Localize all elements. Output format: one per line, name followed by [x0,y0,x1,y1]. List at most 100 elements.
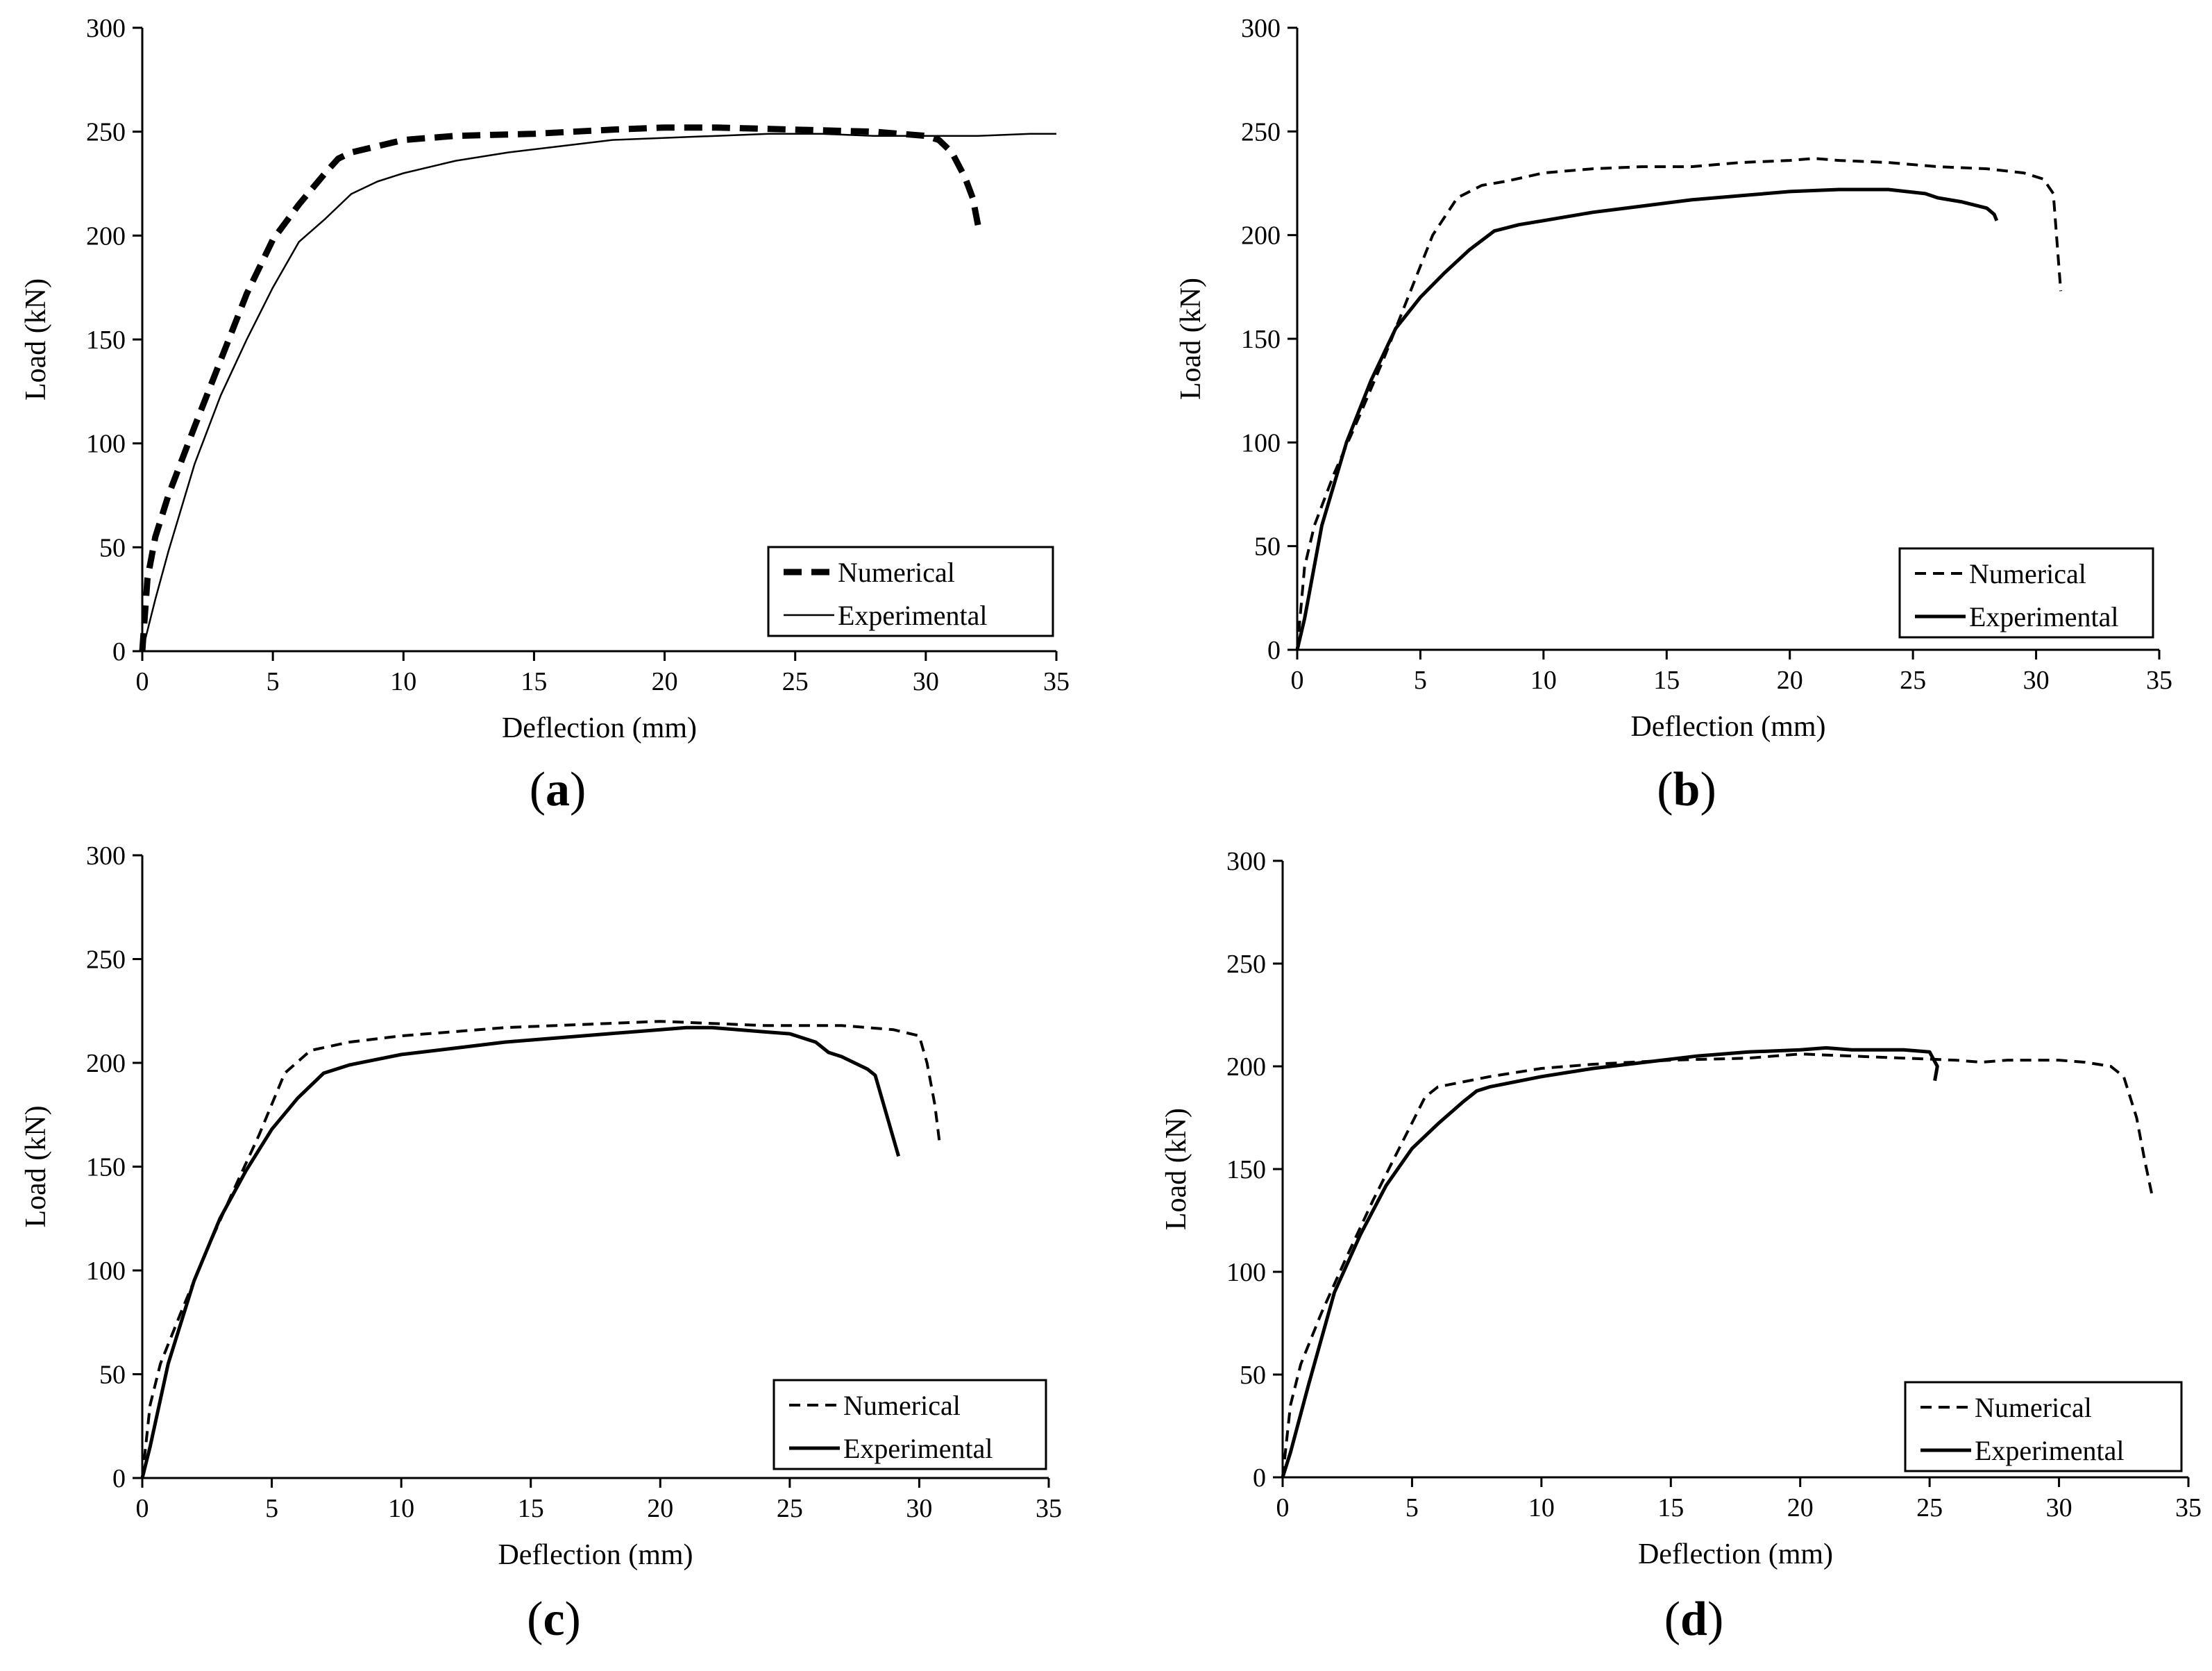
y-tick-label: 150 [1241,325,1281,354]
series-line-experimental [1295,187,1999,650]
x-tick-label: 30 [2046,1493,2072,1522]
series-line-experimental [140,1025,901,1479]
legend: Numerical Experimental [1904,1381,2183,1472]
y-tick-label: 50 [1254,532,1281,562]
y-tick-label: 250 [1241,117,1281,146]
x-tick-label: 10 [1530,666,1557,695]
x-tick-label: 35 [2146,666,2172,695]
x-tick-label: 5 [267,667,280,696]
x-tick-label: 10 [1528,1493,1555,1522]
y-tick-label: 150 [86,326,126,355]
x-tick-label: 15 [1653,666,1680,695]
y-tick-label: 250 [86,946,126,975]
x-tick-label: 35 [2175,1493,2202,1522]
legend: Numerical Experimental [767,546,1054,637]
y-tick-label: 0 [1267,636,1281,665]
legend-label-numerical: Numerical [843,1390,961,1421]
y-tick-label: 100 [1226,1258,1266,1287]
y-tick-label: 150 [1226,1155,1266,1184]
legend: Numerical Experimental [772,1379,1047,1470]
panel-label: (d) [1664,1593,1724,1646]
legend: Numerical Experimental [1898,547,2154,639]
legend-label-numerical: Numerical [838,557,955,588]
chart-panel-d: 0 50 100 150 200 250 300 0 5 10 15 20 25 30 35 Deflecti… [1160,847,2202,1646]
legend-box [767,546,1054,637]
panel-label: (b) [1657,763,1716,816]
x-tick-label: 10 [388,1494,414,1523]
y-axis-title: Load (kN) [1160,1108,1192,1230]
y-axis-title: Load (kN) [20,278,52,401]
x-axis-title: Deflection (mm) [1638,1538,1833,1570]
x-tick-label: 30 [913,667,939,696]
y-tick-label: 50 [99,533,126,562]
x-tick-label: 10 [390,667,416,696]
y-tick-label: 100 [1241,428,1281,457]
y-tick-label: 50 [99,1361,126,1390]
y-tick-label: 250 [1226,950,1266,979]
x-tick-label: 35 [1036,1494,1062,1523]
y-tick-label: 0 [112,637,126,666]
x-tick-label: 15 [521,667,547,696]
legend-box [1904,1381,2183,1472]
legend-label-numerical: Numerical [1969,558,2086,589]
panel-label: (c) [527,1593,581,1646]
x-axis-title: Deflection (mm) [498,1539,693,1571]
legend-label-experimental: Experimental [843,1433,993,1464]
x-tick-label: 20 [652,667,678,696]
series-line-experimental [1281,1046,1939,1478]
y-tick-label: 50 [1240,1361,1266,1390]
y-tick-label: 250 [86,118,126,147]
series-line-numerical [1296,157,2063,650]
x-tick-label: 5 [1414,666,1427,695]
x-tick-label: 0 [1276,1493,1290,1522]
legend-label-numerical: Numerical [1975,1392,2092,1423]
y-tick-label: 200 [86,221,126,251]
chart-panel-b: 0 50 100 150 200 250 300 0 5 10 15 20 25 30 35 Deflecti… [1175,14,2172,816]
panel-label: (a) [530,763,586,816]
legend-box [772,1379,1047,1470]
y-tick-label: 100 [86,430,126,459]
x-axis-title: Deflection (mm) [502,712,697,744]
y-axis-title: Load (kN) [1175,278,1207,400]
legend-box [1898,547,2154,639]
x-tick-label: 35 [1043,667,1070,696]
x-axis-title: Deflection (mm) [1630,711,1825,743]
y-tick-label: 300 [1226,847,1266,876]
series-line-numerical [139,124,981,652]
x-tick-label: 15 [1657,1493,1684,1522]
x-tick-label: 25 [777,1494,803,1523]
series-line-numerical [141,1020,942,1479]
legend-label-experimental: Experimental [1969,601,2118,632]
y-tick-label: 200 [1241,221,1281,251]
x-tick-label: 30 [2023,666,2050,695]
x-tick-label: 20 [647,1494,673,1523]
x-tick-label: 25 [1900,666,1926,695]
x-tick-label: 20 [1777,666,1803,695]
y-tick-label: 200 [86,1049,126,1078]
x-tick-label: 5 [1405,1493,1419,1522]
y-tick-label: 0 [112,1464,126,1493]
x-tick-label: 20 [1787,1493,1814,1522]
x-tick-label: 0 [136,1494,149,1523]
y-axis-title: Load (kN) [20,1105,52,1227]
y-tick-label: 300 [86,841,126,871]
x-tick-label: 0 [136,667,149,696]
x-tick-label: 30 [906,1494,932,1523]
series-line-numerical [1281,1052,2154,1478]
legend-label-experimental: Experimental [1975,1435,2124,1466]
chart-panel-a: 0 50 100 150 200 250 300 0 5 10 15 20 25 30 35 Deflecti… [20,14,1070,816]
y-tick-label: 100 [86,1257,126,1286]
y-tick-label: 300 [86,14,126,43]
y-tick-label: 150 [86,1153,126,1182]
y-tick-label: 0 [1253,1463,1266,1493]
x-tick-label: 15 [518,1494,544,1523]
y-tick-label: 200 [1226,1052,1266,1082]
chart-panel-c: 0 50 100 150 200 250 300 0 5 10 15 20 25 30 35 Deflecti… [20,841,1062,1646]
x-tick-label: 25 [1916,1493,1943,1522]
x-tick-label: 25 [782,667,809,696]
legend-label-experimental: Experimental [838,600,987,631]
y-tick-label: 300 [1241,14,1281,43]
x-tick-label: 5 [265,1494,278,1523]
x-tick-label: 0 [1291,666,1304,695]
